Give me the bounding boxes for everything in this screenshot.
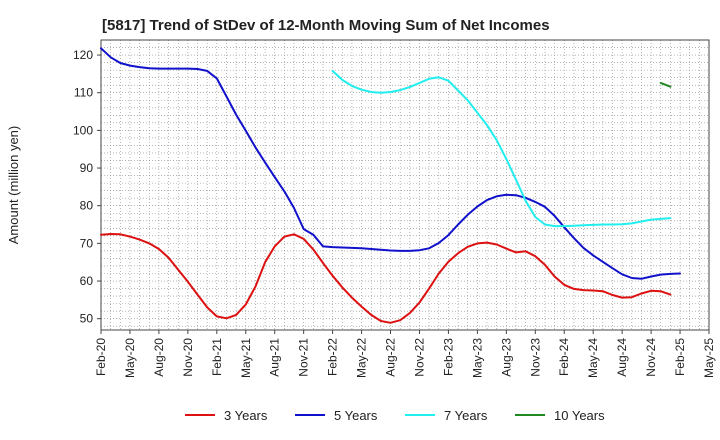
y-tick-label: 50 [80, 312, 94, 326]
x-tick-label: Aug-22 [384, 338, 398, 377]
x-tick-label: Aug-21 [268, 338, 282, 377]
series-line-10-years [659, 81, 672, 88]
x-tick-label: Feb-20 [94, 338, 108, 376]
x-tick-label: Feb-24 [557, 338, 571, 376]
y-tick-label: 110 [74, 86, 93, 100]
x-tick-label: Feb-22 [326, 338, 340, 376]
x-tick-label: May-24 [586, 338, 600, 378]
series-line-3-years [100, 233, 672, 324]
x-tick-label: Nov-23 [528, 338, 542, 377]
y-axis-label: Amount (million yen) [6, 126, 21, 245]
y-tick-label: 80 [80, 199, 94, 213]
x-tick-label: Nov-22 [412, 338, 426, 377]
x-tick-label: May-20 [123, 338, 137, 378]
y-tick-label: 120 [73, 48, 93, 62]
plot-frame [100, 39, 710, 331]
x-tick-label: Feb-25 [673, 338, 687, 376]
x-tick-label: May-22 [355, 338, 369, 378]
x-tick-label: Feb-23 [441, 338, 455, 376]
legend-label: 3 Years [224, 408, 268, 423]
x-axis: Feb-20 May-20 Aug-20 Nov-20 Feb-21 May-21 Aug-… [94, 330, 716, 378]
series-line-5-years [100, 47, 681, 280]
legend-label: 7 Years [444, 408, 488, 423]
y-axis: 50 60 70 80 90 100 110 120 [73, 48, 101, 326]
x-tick-label: Aug-20 [152, 338, 166, 377]
y-tick-label: 100 [73, 123, 93, 137]
legend-label: 10 Years [554, 408, 605, 423]
x-tick-label: May-23 [470, 338, 484, 378]
y-tick-label: 70 [80, 236, 94, 250]
series-line-7-years [331, 69, 672, 228]
y-tick-label: 60 [80, 274, 94, 288]
chart-title: [5817] Trend of StDev of 12-Month Moving… [102, 17, 550, 34]
y-tick-label: 90 [80, 161, 94, 175]
x-tick-label: Nov-24 [644, 338, 658, 377]
legend-label: 5 Years [334, 408, 378, 423]
series-group [100, 47, 681, 324]
x-tick-label: Nov-21 [297, 338, 311, 377]
x-tick-label: May-21 [239, 338, 253, 378]
x-tick-label: Aug-24 [615, 338, 629, 377]
x-tick-label: Nov-20 [181, 338, 195, 377]
legend: 3 Years 5 Years 7 Years 10 Years [185, 408, 605, 423]
x-tick-label: Feb-21 [210, 338, 224, 376]
x-tick-label: May-25 [702, 338, 716, 378]
x-tick-label: Aug-23 [499, 338, 513, 377]
